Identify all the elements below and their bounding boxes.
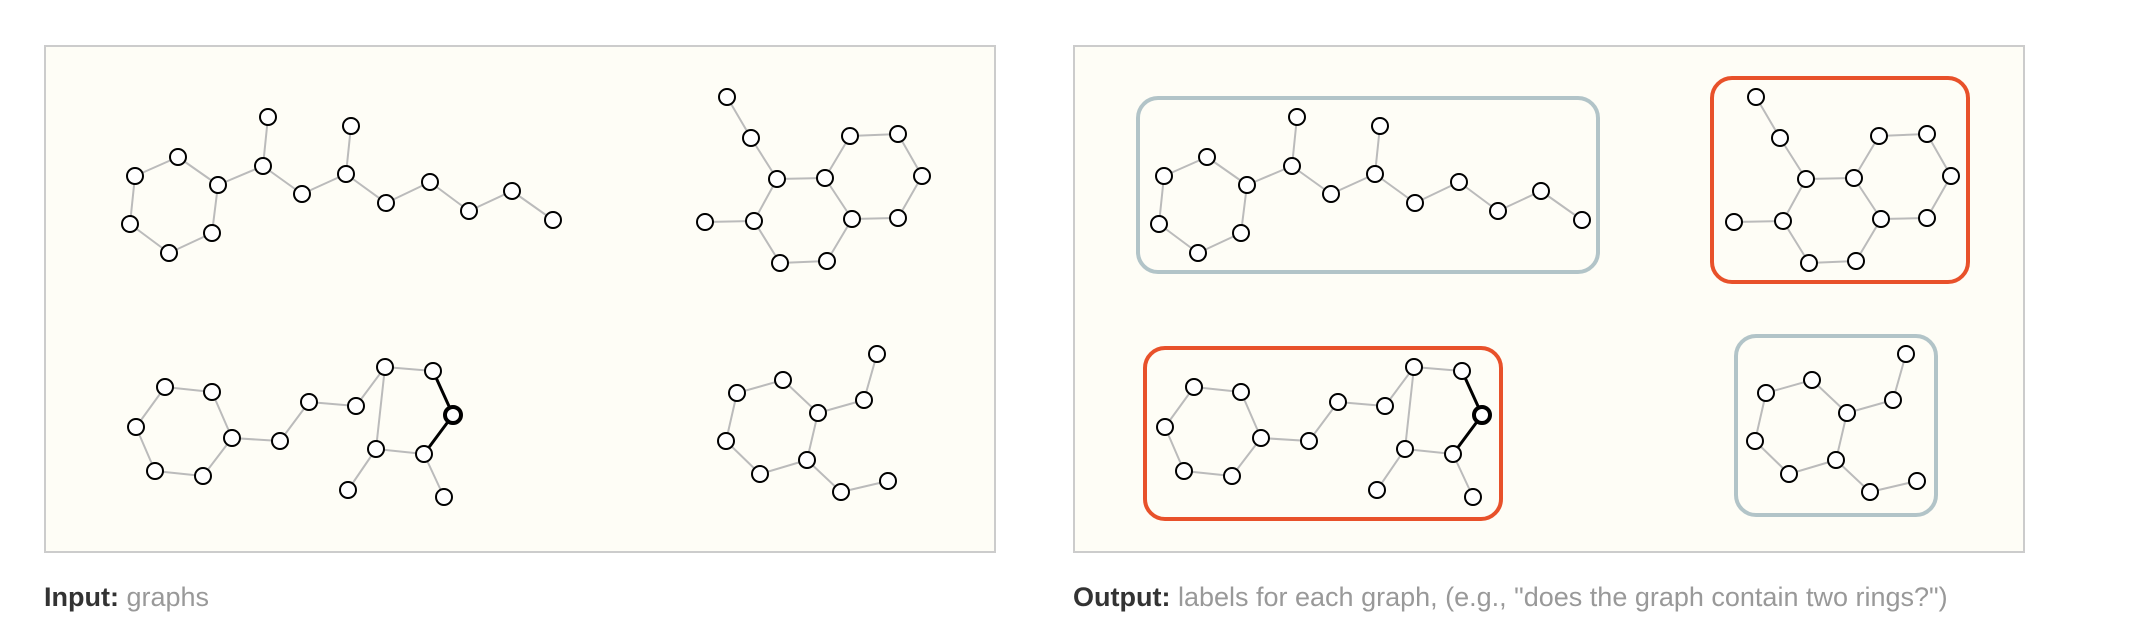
- output-caption-text: labels for each graph, (e.g., "does the …: [1177, 582, 1948, 612]
- graph-nodes: [127, 358, 453, 506]
- input-graph-1: [121, 108, 562, 262]
- output-caption-label: Output:: [1073, 582, 1171, 612]
- graph-nodes: [696, 88, 931, 272]
- input-panel: [44, 45, 996, 553]
- highlighted-node: [443, 405, 463, 425]
- label-box-graph-4: [1734, 334, 1938, 517]
- label-box-graph-3: [1143, 346, 1503, 521]
- graph-nodes: [121, 108, 562, 262]
- graph-edges: [704, 96, 923, 264]
- output-graph-3: [1156, 358, 1492, 506]
- label-box-graph-2: [1710, 76, 1970, 284]
- output-graph-4: [1746, 345, 1926, 501]
- label-box-graph-1: [1136, 96, 1600, 274]
- graph-nodes: [717, 345, 897, 501]
- output-caption: Output: labels for each graph, (e.g., "d…: [1073, 582, 1948, 613]
- output-graphs: [1136, 76, 1970, 521]
- graph-edges: [1733, 96, 1952, 264]
- graph-edges: [725, 353, 889, 493]
- input-graph-3: [127, 358, 463, 506]
- graph-edges: [129, 116, 554, 254]
- output-panel: [1073, 45, 2025, 553]
- input-caption: Input: graphs: [44, 582, 209, 613]
- graph-edges: [1164, 366, 1474, 498]
- graph-nodes: [1746, 345, 1926, 501]
- input-caption-text: graphs: [126, 582, 210, 612]
- output-graph-2: [1725, 88, 1960, 272]
- graph-nodes: [1725, 88, 1960, 272]
- graph-edges: [135, 366, 445, 498]
- input-graph-4: [717, 345, 897, 501]
- output-graph-1: [1150, 108, 1591, 262]
- graph-edges: [1754, 353, 1918, 493]
- graph-nodes: [1156, 358, 1482, 506]
- graph-nodes: [1150, 108, 1591, 262]
- input-graph-2: [696, 88, 931, 272]
- input-graphs: [121, 88, 931, 506]
- input-caption-label: Input:: [44, 582, 119, 612]
- graph-edges: [1158, 116, 1583, 254]
- highlighted-node: [1472, 405, 1492, 425]
